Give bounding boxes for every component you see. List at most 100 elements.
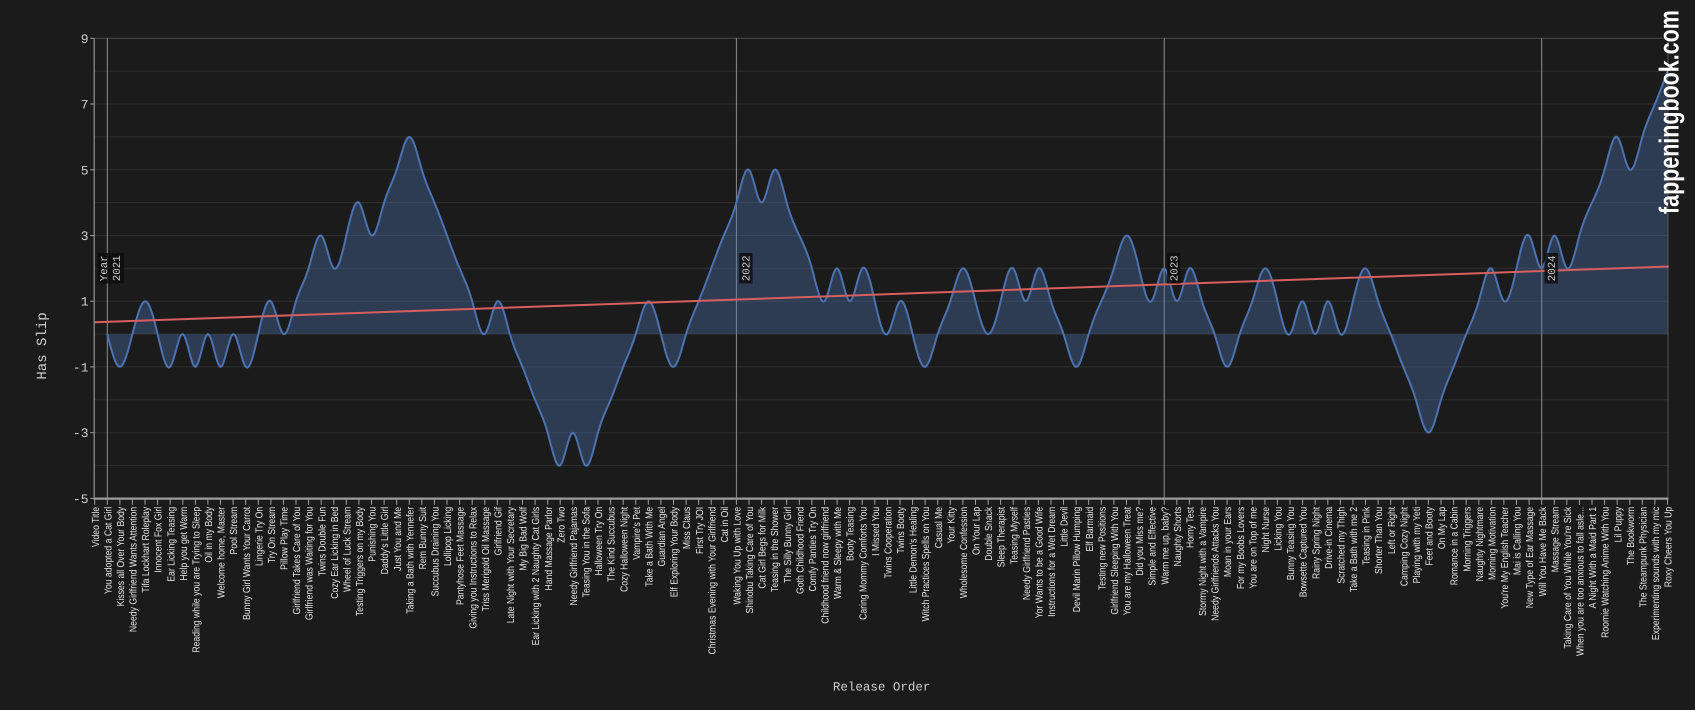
svg-text:Elf Exploring Your Body: Elf Exploring Your Body — [670, 506, 681, 597]
svg-text:Reading while you are Trying t: Reading while you are Trying to Sleep — [192, 507, 203, 653]
svg-text:Will You Have Me Back: Will You Have Me Back — [1538, 506, 1549, 596]
svg-text:Take a Bath With Me: Take a Bath With Me — [644, 507, 655, 587]
svg-text:Morning Triggers: Morning Triggers — [1462, 507, 1473, 572]
svg-text:Devil Marin Pillow Humping: Devil Marin Pillow Humping — [1072, 507, 1083, 613]
svg-text:1: 1 — [81, 295, 89, 310]
svg-text:Take a Bath with me 2: Take a Bath with me 2 — [1349, 507, 1360, 592]
svg-text:Bunny Girl Wants Your Carrot: Bunny Girl Wants Your Carrot — [242, 507, 253, 620]
svg-text:2022: 2022 — [742, 255, 754, 281]
svg-text:Shinobu Taking Care of You: Shinobu Taking Care of You — [745, 507, 756, 614]
svg-text:You adopted a Cat Girl: You adopted a Cat Girl — [103, 507, 114, 594]
svg-text:Cat in Oil: Cat in Oil — [720, 507, 731, 543]
svg-text:Guardian Angel: Guardian Angel — [657, 507, 668, 567]
svg-text:When you are too anxious to fa: When you are too anxious to fall asle... — [1576, 507, 1587, 656]
svg-text:Comfy Panties Try On: Comfy Panties Try On — [808, 507, 819, 592]
svg-text:Triss Merigold Oil Massage: Triss Merigold Oil Massage — [481, 507, 492, 612]
svg-text:Pillow Play Time: Pillow Play Time — [280, 507, 291, 570]
svg-text:Drive-in Cinema: Drive-in Cinema — [1324, 507, 1335, 569]
svg-text:Welcome home, Master: Welcome home, Master — [217, 506, 228, 598]
svg-text:Warm & Sleepy with Me: Warm & Sleepy with Me — [833, 507, 844, 599]
svg-text:Roomie Watching Anime With You: Roomie Watching Anime With You — [1601, 507, 1612, 638]
svg-text:Simple and Effective: Simple and Effective — [1148, 507, 1159, 586]
svg-text:Rem Bunny Suit: Rem Bunny Suit — [418, 507, 429, 570]
svg-text:A Night With a Maid Part 1: A Night With a Maid Part 1 — [1588, 507, 1599, 609]
svg-text:9: 9 — [81, 32, 89, 47]
svg-text:Release Order: Release Order — [833, 681, 931, 695]
svg-text:Hand Massage Parlor: Hand Massage Parlor — [544, 506, 555, 590]
svg-text:Childhood friend now girlfrien: Childhood friend now girlfriend — [821, 507, 832, 624]
svg-text:Tifa Lockhart Roleplay: Tifa Lockhart Roleplay — [141, 506, 152, 593]
svg-text:Needy Girlfriend Pajamas: Needy Girlfriend Pajamas — [569, 507, 580, 606]
svg-text:Video Title: Video Title — [91, 507, 102, 548]
svg-text:Needy Girlfriends Attacks You: Needy Girlfriends Attacks You — [1211, 507, 1222, 621]
svg-text:Camping Cozy Night: Camping Cozy Night — [1399, 507, 1410, 587]
svg-text:Massage Stream: Massage Stream — [1550, 507, 1561, 572]
svg-text:New Type of Ear Massage: New Type of Ear Massage — [1525, 507, 1536, 609]
svg-text:Goth Childhood Friend: Goth Childhood Friend — [795, 507, 806, 594]
svg-text:Waking You Up with Love: Waking You Up with Love — [733, 507, 744, 605]
svg-text:Teasing in the Shower: Teasing in the Shower — [770, 506, 781, 592]
svg-text:Ear Licking Teasing: Ear Licking Teasing — [166, 507, 177, 582]
svg-text:Cozy Halloween Night: Cozy Halloween Night — [619, 507, 630, 592]
svg-text:Booty Teasing: Booty Teasing — [846, 507, 857, 562]
svg-text:The Kind Succubus: The Kind Succubus — [607, 507, 618, 582]
svg-text:Cozy Ear Licking in Bed: Cozy Ear Licking in Bed — [330, 507, 341, 599]
svg-text:Licking You: Licking You — [1274, 507, 1285, 551]
svg-text:For my Boobs Lovers: For my Boobs Lovers — [1236, 507, 1247, 589]
svg-text:Cat Girl Begs for Milk: Cat Girl Begs for Milk — [758, 506, 769, 589]
svg-text:Left or Right: Left or Right — [1387, 507, 1398, 554]
svg-text:Little Demon's Healing: Little Demon's Healing — [909, 507, 920, 594]
svg-text:Girlfriend Takes Care of You: Girlfriend Takes Care of You — [292, 507, 303, 615]
svg-text:Taking Care of You While You'r: Taking Care of You While You're Sick — [1563, 506, 1574, 649]
svg-text:Zero Two: Zero Two — [556, 507, 567, 543]
svg-text:Caring Mommy Comforts You: Caring Mommy Comforts You — [858, 507, 869, 620]
svg-text:Daddy's Little Girl: Daddy's Little Girl — [380, 507, 391, 575]
svg-text:Lil Puppy: Lil Puppy — [1613, 506, 1624, 542]
svg-text:Teasing Myself: Teasing Myself — [1009, 507, 1020, 564]
svg-text:-3: -3 — [73, 426, 89, 441]
svg-text:Help you get Warm: Help you get Warm — [179, 507, 190, 581]
svg-text:Twins Double Fun: Twins Double Fun — [317, 507, 328, 576]
svg-text:Wheel of Luck Stream: Wheel of Luck Stream — [342, 507, 353, 592]
svg-text:Naughty Nightmare: Naughty Nightmare — [1475, 507, 1486, 582]
svg-text:Needy Girlfriend Wants Attenti: Needy Girlfriend Wants Attention — [129, 507, 140, 632]
svg-text:Experimenting sounds with my m: Experimenting sounds with my mic — [1651, 507, 1662, 640]
svg-text:Punishing You: Punishing You — [368, 507, 379, 562]
svg-text:Casual Me: Casual Me — [934, 507, 945, 549]
svg-text:Oil in my Body: Oil in my Body — [204, 506, 215, 563]
svg-text:Halloween Try On: Halloween Try On — [594, 507, 605, 576]
svg-text:Lingerie Try On: Lingerie Try On — [254, 507, 265, 566]
svg-text:My Big Bad Wolf: My Big Bad Wolf — [519, 507, 530, 571]
svg-text:Stormy Night with a Vampire: Stormy Night with a Vampire — [1198, 507, 1209, 616]
svg-text:Girlfriend Sleeping With You: Girlfriend Sleeping With You — [1110, 507, 1121, 615]
svg-text:Testing new Positions: Testing new Positions — [1097, 507, 1108, 590]
svg-text:Yor Wants to be a Good Wife: Yor Wants to be a Good Wife — [1035, 507, 1046, 619]
svg-text:Did you Miss me?: Did you Miss me? — [1135, 507, 1146, 576]
svg-text:Feet and Booty: Feet and Booty — [1425, 506, 1436, 566]
svg-text:Christmas Evening with Your Gi: Christmas Evening with Your Girlfriend — [707, 507, 718, 655]
svg-text:Night Nurse: Night Nurse — [1261, 507, 1272, 553]
svg-text:Innocent Fox Girl: Innocent Fox Girl — [154, 507, 165, 573]
svg-text:You're My English Teacher: You're My English Teacher — [1500, 506, 1511, 608]
svg-text:5: 5 — [81, 163, 89, 178]
svg-text:2024: 2024 — [1547, 255, 1559, 281]
svg-text:Late Night with Your Secretary: Late Night with Your Secretary — [506, 506, 517, 623]
svg-text:Succubus Draining You: Succubus Draining You — [431, 507, 442, 597]
svg-text:Playing with my Yeti: Playing with my Yeti — [1412, 507, 1423, 584]
svg-text:On Your Lap: On Your Lap — [972, 507, 983, 555]
svg-text:Shorter Than You: Shorter Than You — [1374, 507, 1385, 574]
svg-text:On My Lap: On My Lap — [1437, 507, 1448, 550]
svg-text:You are on Top of me: You are on Top of me — [1248, 507, 1259, 589]
svg-text:Year: Year — [99, 255, 111, 281]
svg-text:Rainy Spring Night: Rainy Spring Night — [1311, 507, 1322, 579]
svg-text:The Silly Bunny Girl: The Silly Bunny Girl — [783, 507, 794, 583]
svg-text:Testing Triggers on my Body: Testing Triggers on my Body — [355, 506, 366, 616]
svg-text:Romance in a Cabin: Romance in a Cabin — [1450, 507, 1461, 585]
svg-text:Naughty Shorts: Naughty Shorts — [1173, 507, 1184, 567]
svg-text:Little Devil: Little Devil — [1060, 507, 1071, 547]
svg-text:Roxy Cheers You Up: Roxy Cheers You Up — [1664, 507, 1675, 588]
svg-text:2021: 2021 — [112, 255, 124, 281]
svg-text:Sleep Therapist: Sleep Therapist — [997, 507, 1008, 568]
svg-text:Wholesome Confession: Wholesome Confession — [959, 507, 970, 598]
svg-text:I Missed You: I Missed You — [871, 507, 882, 556]
